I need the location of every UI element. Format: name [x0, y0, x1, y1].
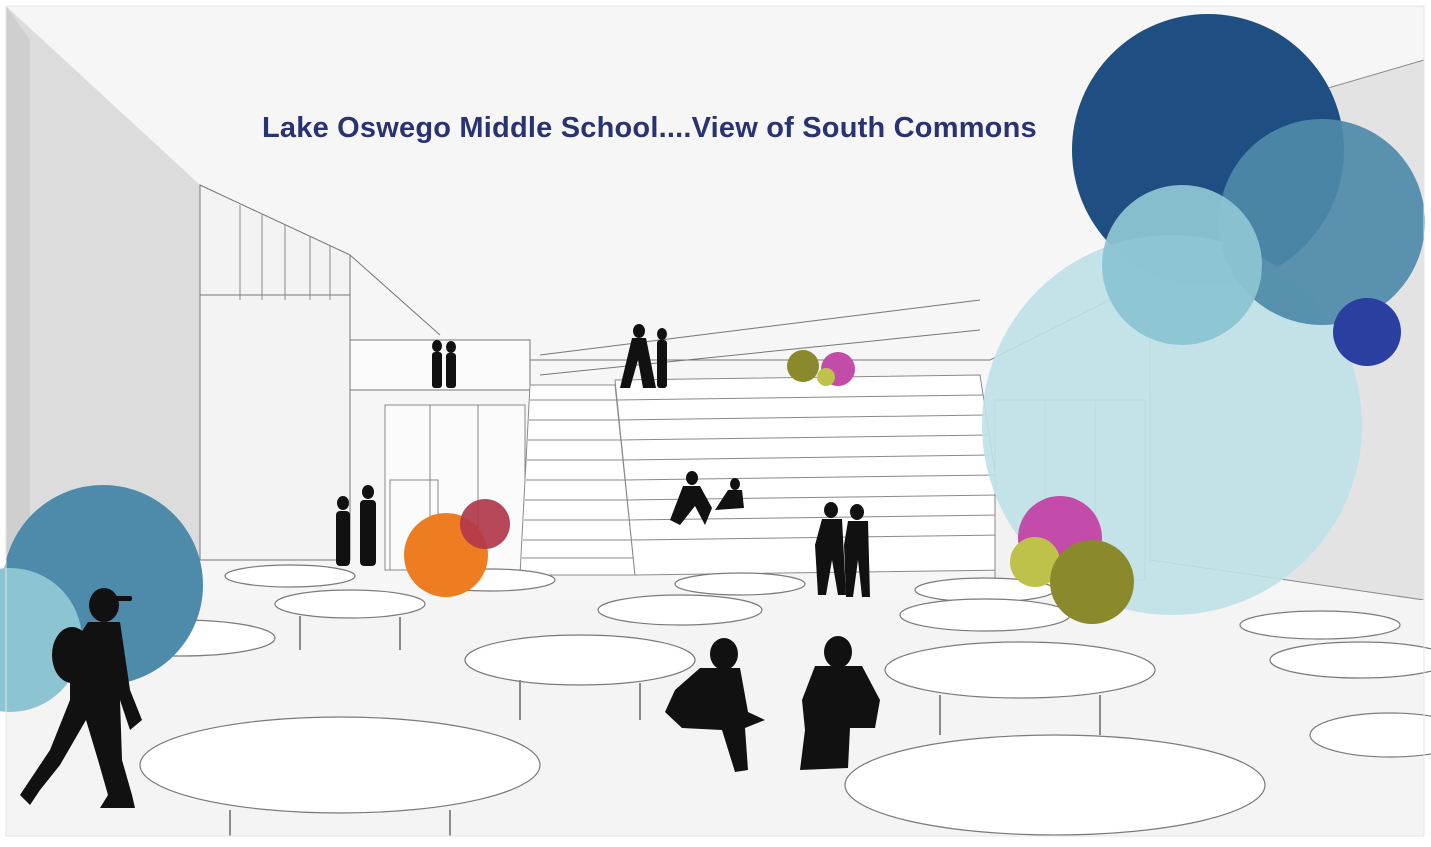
table-legs: [229, 616, 1101, 836]
page-title: Lake Oswego Middle School....View of Sou…: [262, 112, 1037, 144]
people-silhouettes: [20, 324, 880, 808]
bleachers: [614, 374, 1011, 576]
decorative-circles: [0, 14, 1425, 712]
stairs: [519, 384, 636, 576]
left-wall: [6, 6, 351, 610]
